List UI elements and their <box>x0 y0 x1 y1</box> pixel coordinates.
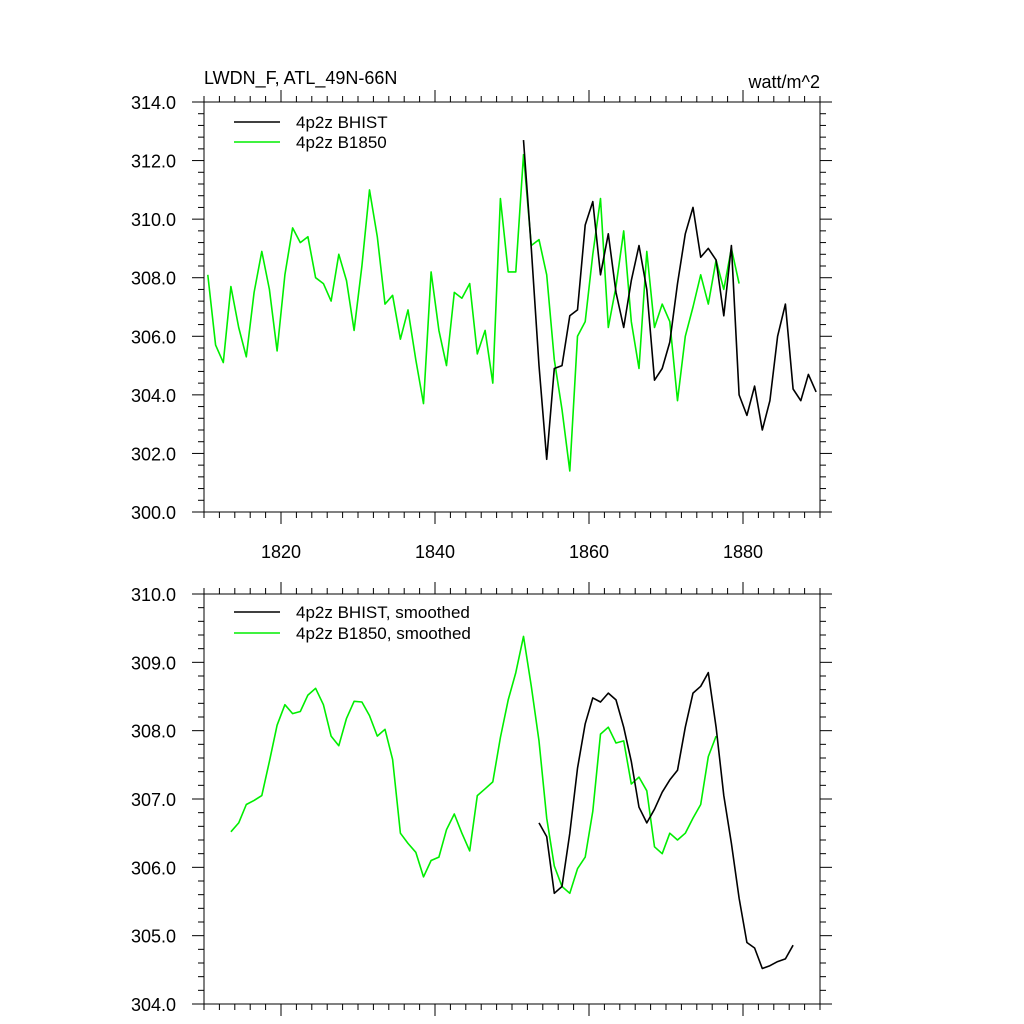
y-tick-label: 308.0 <box>131 722 176 742</box>
y-tick-label: 307.0 <box>131 790 176 810</box>
legend-label: 4p2z BHIST, smoothed <box>296 603 470 622</box>
y-tick-label: 306.0 <box>131 327 176 347</box>
series-line-bhist <box>522 140 817 461</box>
x-tick-label: 1820 <box>261 542 301 562</box>
series-line-bhist <box>538 671 794 970</box>
legend-label: 4p2z BHIST <box>296 113 388 132</box>
y-tick-label: 300.0 <box>131 503 176 523</box>
y-tick-label: 310.0 <box>131 585 176 605</box>
series-line-b1850 <box>207 153 740 472</box>
plot-frame <box>203 593 821 1005</box>
y-tick-label: 309.0 <box>131 653 176 673</box>
y-tick-label: 312.0 <box>131 152 176 172</box>
bottom-panel: 304.0 305.0 306.0 307.0 308.0 309.0 310.0 4p2z … <box>131 582 832 1016</box>
x-tick-label: 1860 <box>569 542 609 562</box>
y-tick-label: 304.0 <box>131 995 176 1015</box>
chart-title: LWDN_F, ATL_49N-66N <box>204 68 397 89</box>
plot-frame <box>203 101 821 513</box>
y-tick-label: 314.0 <box>131 93 176 113</box>
units-label: watt/m^2 <box>748 72 820 92</box>
y-tick-label: 310.0 <box>131 210 176 230</box>
y-tick-label: 308.0 <box>131 269 176 289</box>
x-tick-label: 1840 <box>415 542 455 562</box>
y-tick-label: 305.0 <box>131 927 176 947</box>
legend-label: 4p2z B1850 <box>296 133 387 152</box>
top-panel: 300.0 302.0 304.0 306.0 308.0 310.0 312.0 314.0… <box>131 90 832 562</box>
y-tick-label: 306.0 <box>131 858 176 878</box>
y-tick-label: 304.0 <box>131 386 176 406</box>
series-line-b1850 <box>230 635 717 895</box>
x-tick-label: 1880 <box>723 542 763 562</box>
legend-label: 4p2z B1850, smoothed <box>296 624 471 643</box>
y-tick-label: 302.0 <box>131 444 176 464</box>
